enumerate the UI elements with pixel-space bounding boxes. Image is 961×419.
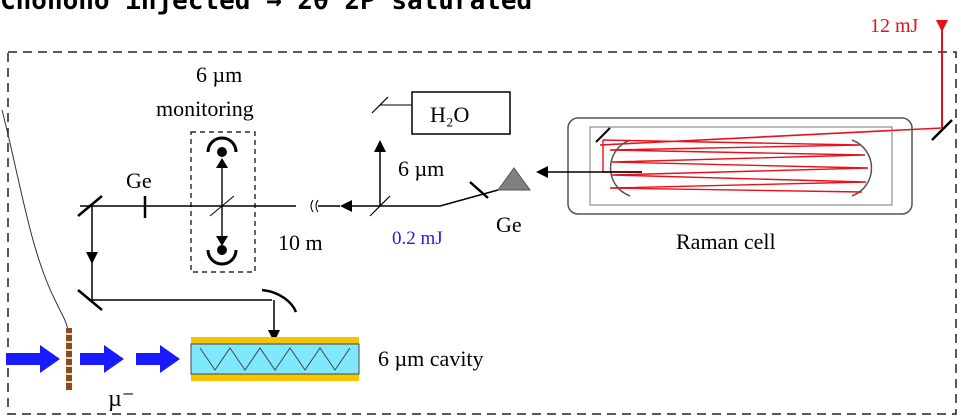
output-energy-label: 0.2 mJ: [392, 228, 443, 249]
monitoring-bottom-label: monitoring: [156, 96, 254, 121]
h2o-label: H₂O: [430, 102, 469, 127]
ge-left-label: Ge: [126, 168, 152, 193]
right-arrow-icon: [6, 345, 60, 373]
laser-enclosure: [7, 51, 957, 415]
six-um-cavity: [190, 337, 360, 381]
stokes-beam: [340, 166, 642, 212]
detector-icon: [206, 136, 238, 266]
pump-energy-label: 12 mJ: [870, 15, 919, 37]
long-transport-break: [80, 199, 340, 213]
monitoring-top-label: 6 µm: [196, 62, 242, 87]
right-arrow-icon: [136, 345, 180, 373]
h2o-monitor-path: [369, 91, 511, 217]
ge-prism: [497, 167, 531, 191]
pump-beam: [599, 20, 953, 146]
raman-cell-label: Raman cell: [676, 229, 776, 254]
distance-label: 10 m: [278, 230, 323, 255]
monitoring-box: [190, 131, 256, 273]
muon-label: µ⁻: [108, 386, 135, 412]
ge-right-label: Ge: [496, 212, 522, 237]
cavity-label: 6 µm cavity: [378, 346, 484, 371]
muon-target: [66, 328, 72, 390]
signal-cable: [1, 109, 69, 331]
wavelength-label: 6 µm: [398, 156, 444, 181]
transport-to-cavity: [77, 195, 298, 342]
header-text: Chonono injected → 2θ°2P saturated: [0, 0, 532, 16]
muon-beam: [6, 328, 180, 390]
right-arrow-icon: [80, 345, 124, 373]
